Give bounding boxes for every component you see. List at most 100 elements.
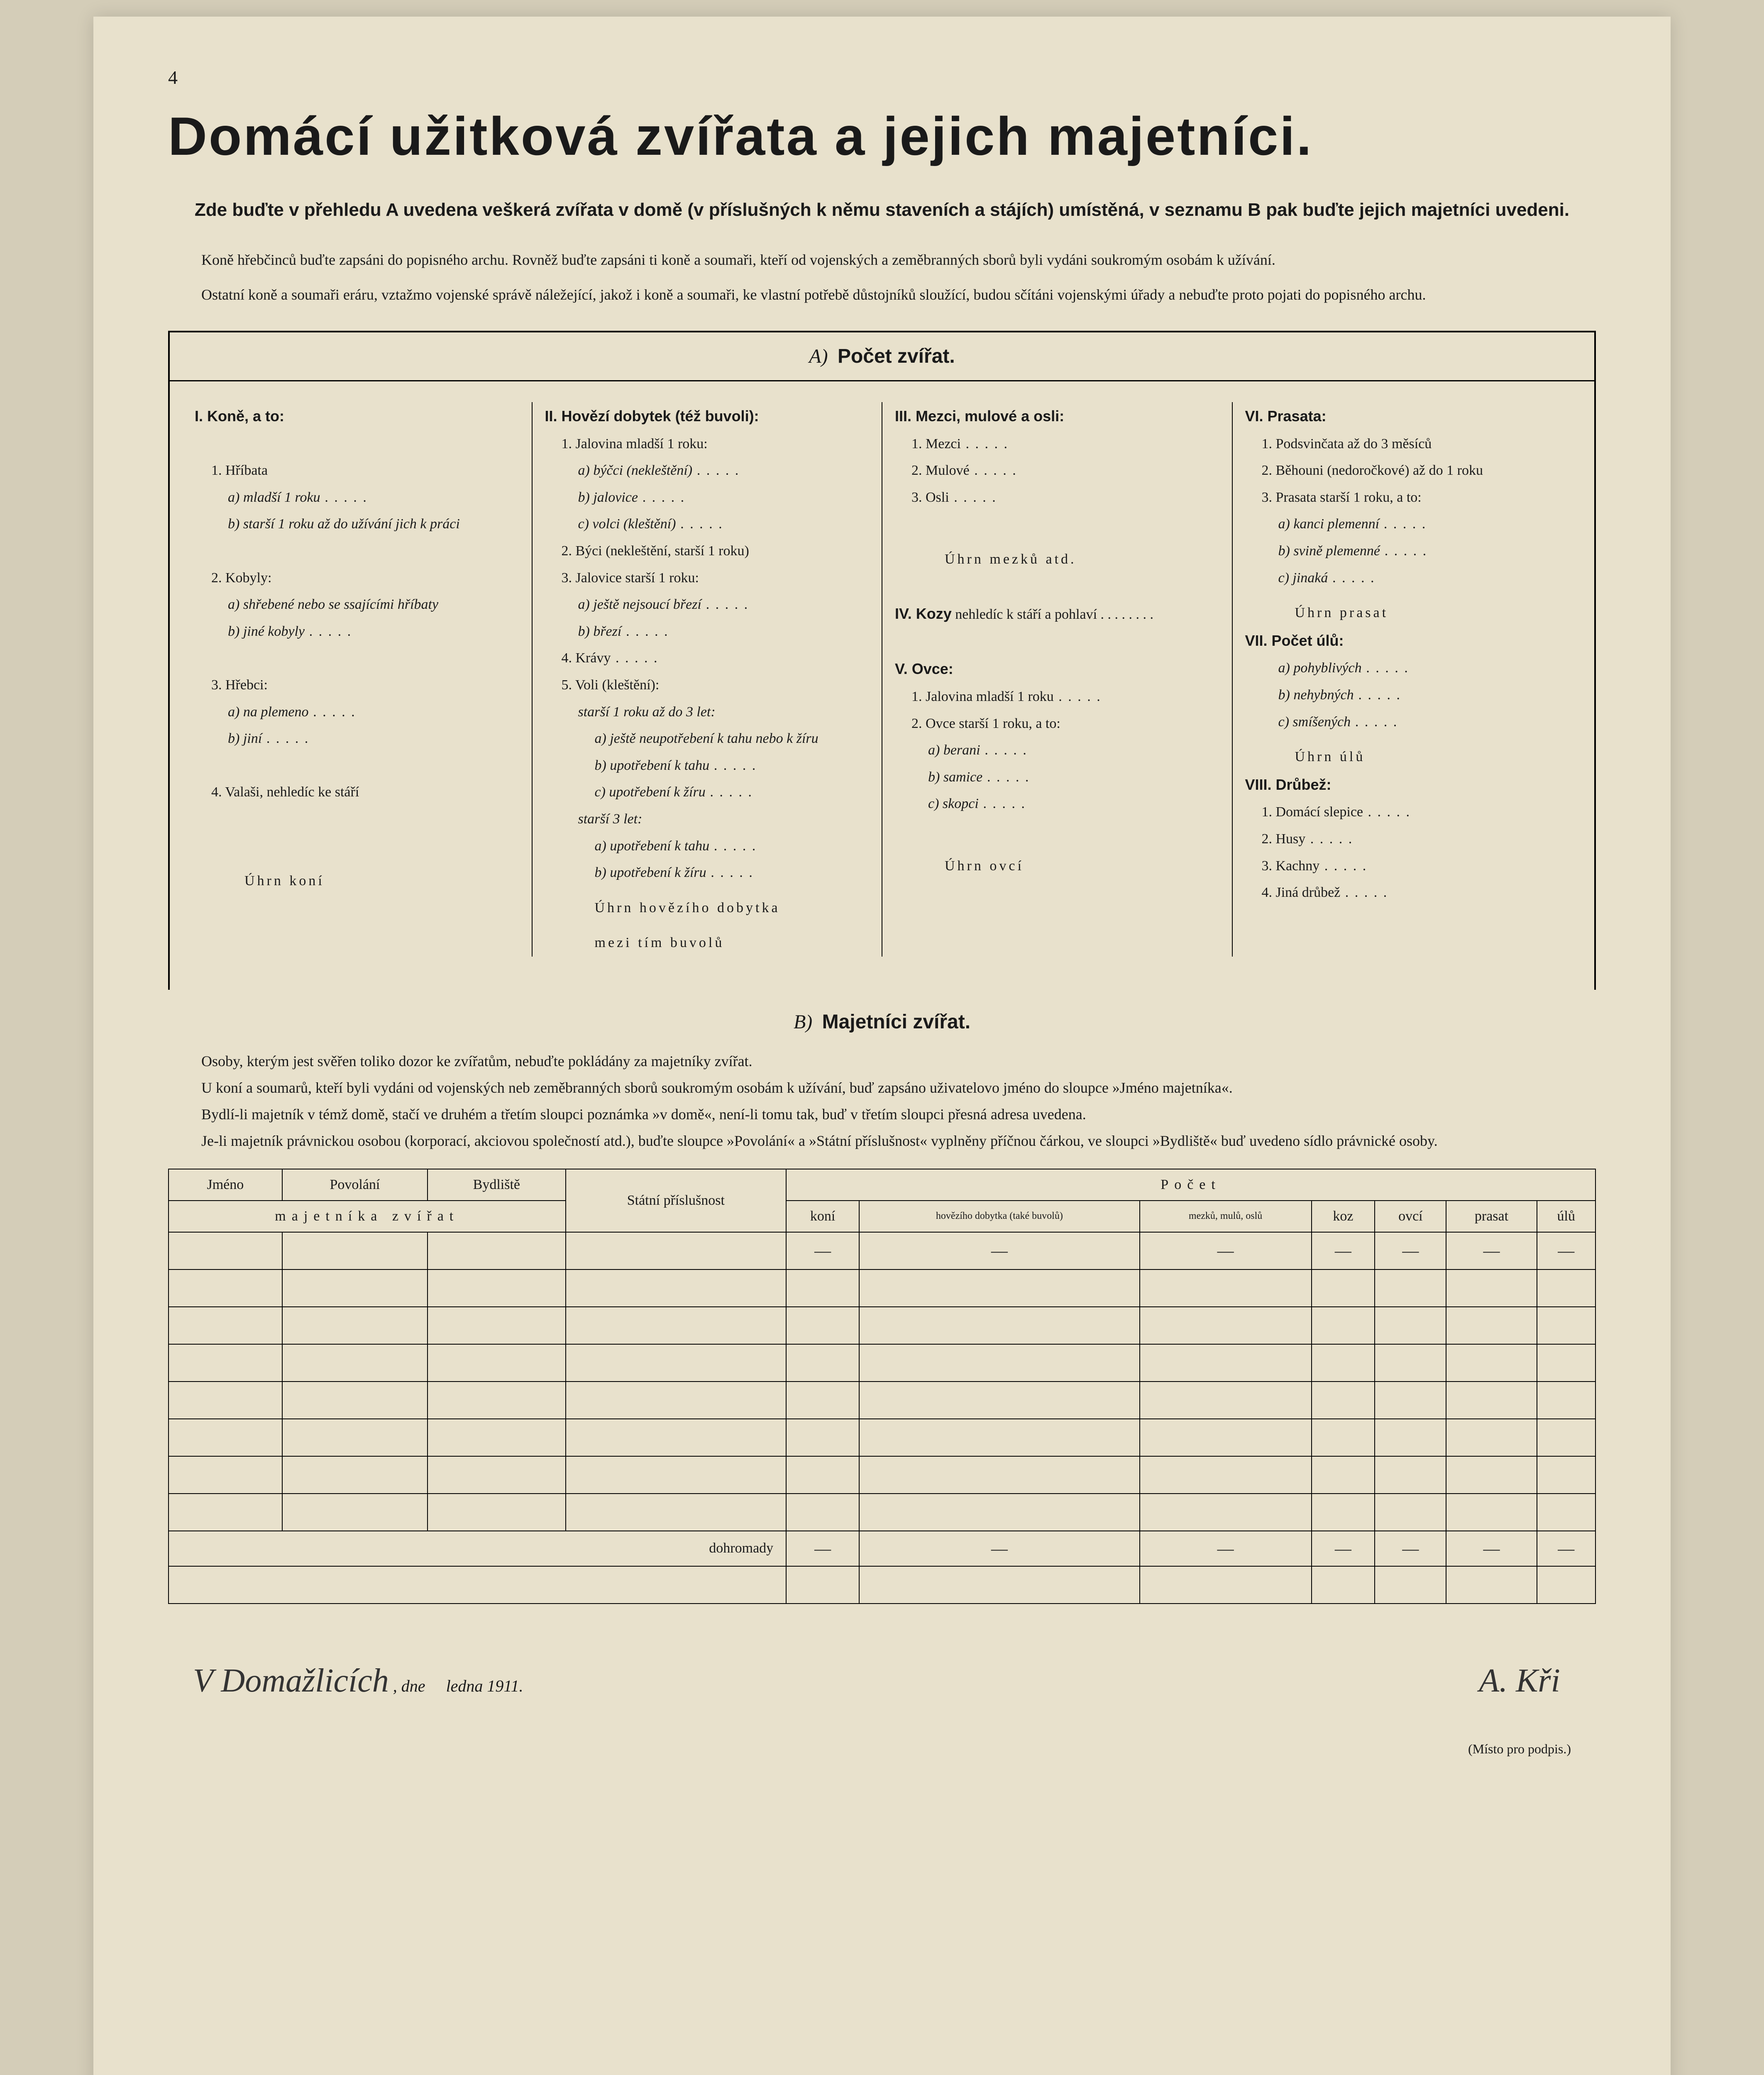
sectionB-p2: U koní a soumarů, kteří byli vydáni od v… [168,1077,1596,1099]
signature-scribble: A. Kři [1468,1662,1571,1700]
col3-headingA: III. Mezci, mulové a osli: [895,408,1064,425]
col2-i3: 3. Jalovice starší 1 roku: [545,565,870,592]
col4-a3c: c) jinaká [1245,565,1570,592]
sectionB-p4: Je-li majetník právnickou osobou (korpor… [168,1130,1596,1152]
section-a-title: Počet zvířat. [838,345,955,367]
table-row [169,1269,1595,1307]
col4-a3b: b) svině plemenné [1245,538,1570,565]
main-title: Domácí užitková zvířata a jejich majetní… [168,105,1596,167]
col3-ctotal: Úhrn ovcí [895,853,1219,880]
section-a-label: A) [809,345,828,367]
col4-a2: 2. Běhouni (nedoročkové) až do 1 roku [1245,457,1570,484]
col4-a3: 3. Prasata starší 1 roku, a to: [1245,484,1570,511]
col4-headingB: VII. Počet úlů: [1245,632,1344,649]
footer: V Domažlicích , dne ledna 1911. A. Kři (… [168,1662,1596,1757]
col3-c1: 1. Jalovina mladší 1 roku [895,684,1219,710]
col2-i5: 5. Voli (kleštění): [545,672,870,699]
col3-c2: 2. Ovce starší 1 roku, a to: [895,710,1219,737]
col4-btotal: Úhrn úlů [1245,744,1570,771]
col-hovezi: II. Hovězí dobytek (též buvoli): 1. Jalo… [533,402,883,957]
col3-a2: 2. Mulové [895,457,1219,484]
col3-headingB: IV. Kozy [895,605,952,622]
col2-i5c: c) upotřebení k žíru [545,779,870,806]
col2-heading: II. Hovězí dobytek (též buvoli): [545,408,759,425]
table-row [169,1566,1595,1604]
col2-i1a: a) býčci (nekleštění) [545,457,870,484]
intro-para-2: Ostatní koně a soumaři eráru, vztažmo vo… [168,283,1596,306]
date-location: V Domažlicích , dne ledna 1911. [193,1662,523,1757]
col1-i2a: a) shřebené nebo se ssajícími hříbaty [195,591,519,618]
col2-i5d: a) upotřebení k tahu [545,833,870,860]
sig-label: (Místo pro podpis.) [1468,1741,1571,1757]
col2-i1: 1. Jalovina mladší 1 roku: [545,431,870,458]
date-suffix: ledna 1911. [446,1677,523,1695]
sectionB-p3: Bydlí-li majetník v témž domě, stačí ve … [168,1103,1596,1125]
th-majetnika: majetníka zvířat [169,1201,566,1232]
th-koni: koní [786,1201,859,1232]
col-kone: I. Koně, a to: 1. Hříbata a) mladší 1 ro… [182,402,533,957]
table-row [169,1307,1595,1344]
section-b-title: Majetníci zvířat. [822,1011,970,1033]
col4-a3a: a) kanci plemenní [1245,511,1570,538]
subtitle: Zde buďte v přehledu A uvedena veškerá z… [168,196,1596,224]
col2-i5s1: starší 1 roku až do 3 let: [545,699,870,726]
col4-b3: c) smíšených [1245,709,1570,736]
col1-i4: 4. Valaši, nehledíc ke stáří [195,779,519,806]
th-koz: koz [1312,1201,1375,1232]
section-a-frame: A) Počet zvířat. I. Koně, a to: 1. Hříba… [168,331,1596,990]
col1-i3b: b) jiní [195,725,519,752]
col4-b1: a) pohyblivých [1245,655,1570,682]
table-row: — — — — — — — [169,1232,1595,1269]
th-prasat: prasat [1446,1201,1537,1232]
col1-heading: I. Koně, a to: [195,408,284,425]
th-bydliste: Bydliště [428,1169,565,1201]
th-ovci: ovcí [1375,1201,1446,1232]
col4-a1: 1. Podsvinčata až do 3 měsíců [1245,431,1570,458]
col2-total2: mezi tím buvolů [545,930,870,957]
col4-c4: 4. Jiná drůbež [1245,879,1570,906]
th-mezku: mezků, mulů, oslů [1140,1201,1312,1232]
col2-i3a: a) ještě nejsoucí březí [545,591,870,618]
table-row [169,1456,1595,1494]
table-row [169,1344,1595,1382]
td-dohromady: dohromady [169,1531,786,1566]
col2-i2: 2. Býci (nekleštění, starší 1 roku) [545,538,870,565]
intro-para-1: Koně hřebčinců buďte zapsáni do popisnéh… [168,249,1596,271]
col4-c3: 3. Kachny [1245,853,1570,880]
col1-i2: 2. Kobyly: [195,565,519,592]
col2-i5b: b) upotřebení k tahu [545,752,870,779]
total-row: dohromady — — — — — — — [169,1531,1595,1566]
col2-i5a: a) ještě neupotřebení k tahu nebo k žíru [545,725,870,752]
col1-i2b: b) jiné kobyly [195,618,519,645]
section-b-label: B) [794,1011,812,1033]
col2-i1b: b) jalovice [545,484,870,511]
col3-a1: 1. Mezci [895,431,1219,458]
table-row [169,1382,1595,1419]
table-row [169,1419,1595,1456]
col4-c2: 2. Husy [1245,826,1570,853]
col3-c2a: a) berani [895,737,1219,764]
col4-atotal: Úhrn prasat [1245,600,1570,627]
th-povolani: Povolání [282,1169,428,1201]
col1-i1a: a) mladší 1 roku [195,484,519,511]
section-a-header: A) Počet zvířat. [170,332,1594,381]
sectionB-p1: Osoby, kterým jest svěřen toliko dozor k… [168,1050,1596,1072]
census-form-page: 4 Domácí užitková zvířata a jejich majet… [93,17,1671,2075]
col3-c2c: c) skopci [895,791,1219,818]
col-prasata-uly-drubez: VI. Prasata: 1. Podsvinčata až do 3 měsí… [1233,402,1582,957]
table-row [169,1494,1595,1531]
location-handwritten: V Domažlicích [193,1662,389,1699]
col3-atotal: Úhrn mezků atd. [895,546,1219,573]
col4-b2: b) nehybných [1245,682,1570,709]
col-mezci-kozy-ovce: III. Mezci, mulové a osli: 1. Mezci 2. M… [882,402,1233,957]
col2-i5e: b) upotřebení k žíru [545,859,870,886]
col1-total: Úhrn koní [195,868,519,895]
col3-a3: 3. Osli [895,484,1219,511]
col1-i3: 3. Hřebci: [195,672,519,699]
section-b-header: B) Majetníci zvířat. [168,990,1596,1050]
th-statni: Státní příslušnost [566,1169,787,1232]
col4-headingC: VIII. Drůbež: [1245,776,1332,793]
th-jmeno: Jméno [169,1169,282,1201]
col2-i5s2: starší 3 let: [545,806,870,833]
owners-table: Jméno Povolání Bydliště Státní příslušno… [168,1169,1596,1604]
